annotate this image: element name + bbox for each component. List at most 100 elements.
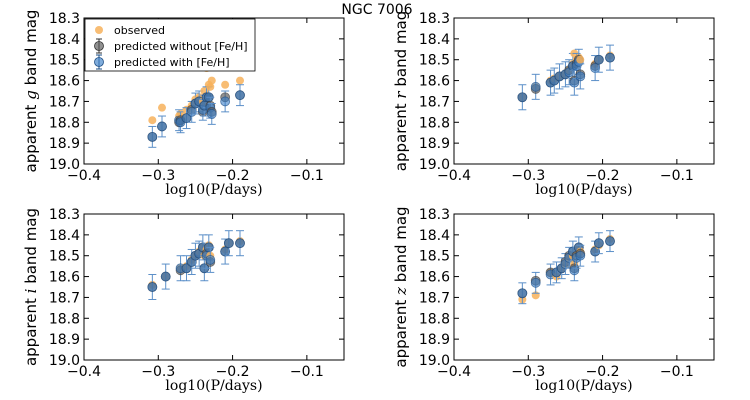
observed-point (207, 76, 216, 85)
y-tick-label: 18.5 (419, 249, 450, 265)
predicted-with-point (530, 81, 541, 92)
predicted-with-point (181, 113, 192, 124)
y-axis-label-prefix: apparent (392, 295, 410, 368)
subplot-g: −0.4 −0.3 −0.2 −0.1 18.3 18.4 18.5 18.6 18.7 18.8… (22, 2, 413, 198)
predicted-with-point (157, 121, 167, 132)
y-tick-label: 18.7 (49, 94, 80, 110)
observed-point (236, 76, 244, 85)
predicted-with-point (235, 90, 245, 101)
x-tick-label: −0.1 (660, 168, 694, 184)
predicted-with-point (206, 109, 217, 119)
observed-point (158, 103, 166, 112)
predicted-with-point (186, 106, 197, 117)
y-axis-label: apparent i band mag (22, 208, 40, 366)
x-tick-label: −0.3 (511, 168, 545, 184)
y-tick-label: 18.4 (419, 32, 450, 48)
y-axis-label-suffix: band mag (392, 11, 410, 92)
y-tick-label: 18.4 (419, 228, 450, 244)
observed-point (148, 116, 157, 125)
predicted-with-point (205, 254, 216, 265)
y-tick-label: 18.7 (419, 94, 450, 110)
plot-frame (83, 213, 345, 361)
y-axis-label-suffix: band mag (22, 10, 40, 91)
predicted-with-point (517, 92, 528, 103)
plot-frame (83, 17, 345, 165)
y-tick-label: 18.3 (419, 11, 450, 27)
y-tick-label: 18.3 (49, 207, 80, 223)
legend-without-marker (94, 41, 104, 51)
legend-label: predicted with [Fe/H] (114, 56, 230, 69)
predicted-with-point (220, 246, 231, 257)
y-axis-label: apparent g band mag (22, 10, 40, 173)
y-tick-label: 18.8 (49, 115, 80, 131)
x-tick-label: −0.1 (290, 168, 324, 184)
plot-frame (453, 17, 715, 165)
y-axis-label-suffix: band mag (392, 206, 410, 287)
y-tick-label: 18.9 (49, 136, 80, 152)
y-tick-label: 19.0 (49, 353, 80, 369)
y-tick-label: 18.5 (419, 53, 450, 69)
observed-point (221, 80, 230, 89)
x-axis-label: log10(P/days) (165, 182, 262, 198)
y-tick-label: 18.7 (49, 290, 80, 306)
y-tick-label: 18.6 (49, 270, 80, 286)
y-tick-label: 19.0 (419, 157, 450, 173)
chart-title: NGC 7006 (341, 2, 412, 18)
y-axis-label-suffix: band mag (22, 208, 40, 289)
y-tick-label: 18.3 (419, 207, 450, 223)
y-tick-label: 18.9 (419, 136, 450, 152)
predicted-with-point (593, 238, 604, 249)
predicted-with-point (223, 238, 234, 249)
legend-with-marker (94, 57, 104, 67)
x-axis-label: log10(P/days) (165, 378, 262, 394)
x-tick-label: −0.2 (216, 364, 250, 380)
predicted-with-point (235, 238, 245, 249)
predicted-with-point (575, 71, 586, 82)
x-tick-label: −0.3 (141, 168, 175, 184)
y-tick-label: 18.3 (49, 11, 80, 27)
legend-box (84, 18, 256, 72)
y-tick-label: 18.5 (49, 249, 80, 265)
y-axis-label-prefix: apparent (392, 99, 410, 172)
y-tick-label: 18.8 (419, 311, 450, 327)
y-axis-label: apparent r band mag (392, 11, 410, 171)
predicted-with-point (590, 63, 601, 73)
subplot-r: −0.4 −0.3 −0.2 −0.1 18.3 18.4 18.5 18.6 18.7 18.8… (392, 11, 715, 198)
y-axis-label-band: r (392, 91, 410, 99)
legend-label: observed (114, 24, 165, 37)
predicted-with-point (593, 54, 604, 65)
subplot-z: −0.4 −0.3 −0.2 −0.1 18.3 18.4 18.5 18.6 18.7 18.8… (392, 206, 715, 394)
y-axis-label-band: g (22, 90, 40, 100)
predicted-with-point (181, 263, 192, 274)
y-tick-label: 18.4 (49, 228, 80, 244)
y-tick-label: 18.8 (419, 115, 450, 131)
x-axis-label: log10(P/days) (535, 182, 632, 198)
legend: observed predicted without [Fe/H] predicte… (84, 18, 256, 72)
observed-point (206, 82, 215, 91)
x-tick-label: −0.4 (437, 168, 471, 184)
y-tick-label: 18.5 (49, 53, 80, 69)
predicted-with-point (575, 250, 586, 261)
x-tick-label: −0.4 (437, 364, 471, 380)
x-axis-label: log10(P/days) (535, 378, 632, 394)
predicted-with-point (530, 277, 541, 288)
predicted-with-point (147, 282, 158, 292)
y-axis-label-band: i (22, 288, 40, 293)
predicted-with-point (220, 96, 231, 107)
subplot-i: −0.4 −0.3 −0.2 −0.1 18.3 18.4 18.5 18.6 18.7 18.8… (22, 207, 345, 394)
y-tick-label: 18.6 (419, 270, 450, 286)
x-tick-label: −0.3 (511, 364, 545, 380)
predicted-with-point (605, 236, 615, 247)
legend-observed-marker (95, 26, 103, 34)
predicted-with-point (517, 288, 528, 299)
legend-label: predicted without [Fe/H] (114, 40, 248, 53)
x-tick-label: −0.2 (586, 364, 620, 380)
x-tick-label: −0.1 (290, 364, 324, 380)
x-tick-label: −0.3 (141, 364, 175, 380)
plot-frame (453, 213, 715, 361)
y-axis-label-prefix: apparent (22, 100, 40, 173)
y-tick-label: 18.8 (49, 311, 80, 327)
y-tick-label: 18.6 (419, 74, 450, 90)
y-tick-label: 18.9 (419, 332, 450, 348)
